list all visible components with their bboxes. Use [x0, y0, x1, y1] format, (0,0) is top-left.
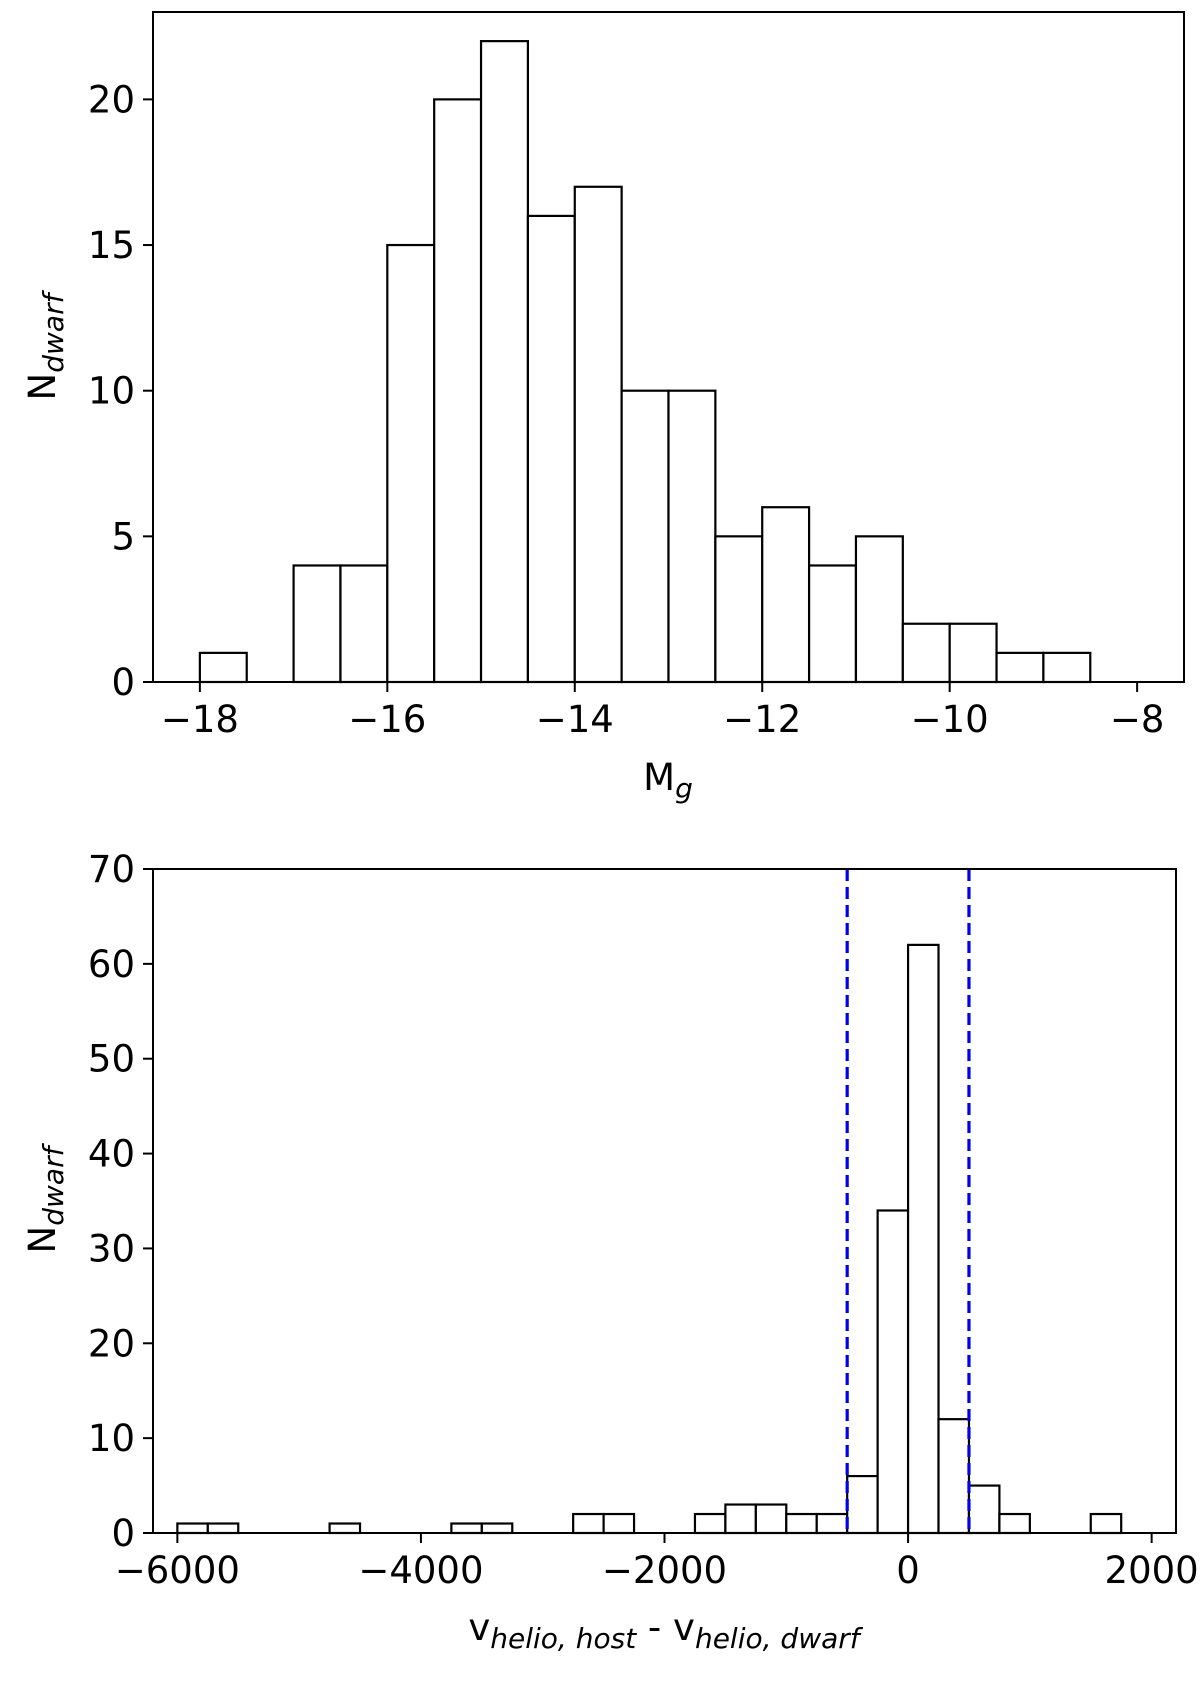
velocity-x-tick-label: 0 [896, 1549, 920, 1592]
magnitude-x-tick-label: −12 [723, 698, 801, 741]
magnitude-y-ticks: 0 5 10 15 20 [88, 78, 153, 704]
magnitude-histogram: −18 −16 −14 −12 −10 −8 0 5 10 15 20 Mg Ndwarf [21, 11, 1185, 805]
velocity-histogram-bars [176, 943, 1123, 1535]
velocity-bar [693, 1512, 727, 1535]
magnitude-x-tick-label: −18 [161, 698, 239, 741]
velocity-bar [480, 1522, 514, 1535]
magnitude-y-tick-label: 15 [88, 224, 135, 267]
velocity-bar [967, 1484, 1001, 1535]
magnitude-x-ticks: −18 −16 −14 −12 −10 −8 [161, 682, 1165, 741]
velocity-x-axis-label: vhelio, host - vhelio, dwarf [468, 1606, 863, 1655]
velocity-y-tick-label: 60 [88, 943, 135, 986]
magnitude-bar [386, 243, 436, 684]
velocity-bar [602, 1512, 636, 1535]
velocity-bar [176, 1522, 209, 1535]
velocity-x-tick-label: −2000 [602, 1549, 727, 1592]
magnitude-bar [526, 214, 576, 684]
velocity-x-tick-label: −6000 [115, 1549, 240, 1592]
magnitude-x-tick-label: −16 [348, 698, 426, 741]
magnitude-bar [433, 98, 483, 684]
velocity-bar [876, 1209, 910, 1535]
magnitude-bar [714, 535, 764, 684]
magnitude-bar [761, 506, 811, 684]
velocity-x-tick-label: −4000 [358, 1549, 483, 1592]
velocity-y-tick-label: 0 [111, 1512, 135, 1555]
magnitude-x-tick-label: −10 [911, 698, 989, 741]
magnitude-x-tick-label: −8 [1110, 698, 1165, 741]
velocity-bar [206, 1522, 240, 1535]
magnitude-bar [573, 185, 623, 684]
velocity-bar [998, 1512, 1031, 1535]
velocity-x-tick-label: 2000 [1105, 1549, 1199, 1592]
magnitude-bar [479, 40, 530, 684]
velocity-y-tick-label: 20 [88, 1322, 135, 1365]
magnitude-x-tick-label: −14 [536, 698, 614, 741]
velocity-plot-frame [152, 868, 1177, 1534]
magnitude-histogram-bars [198, 40, 1092, 684]
magnitude-bar [948, 622, 998, 684]
velocity-bar [785, 1512, 818, 1535]
velocity-bar [572, 1512, 605, 1535]
velocity-bar [815, 1512, 849, 1535]
magnitude-bar [620, 389, 670, 684]
magnitude-x-axis-label: Mg [643, 756, 693, 805]
velocity-bar [1089, 1512, 1123, 1535]
magnitude-y-tick-label: 10 [88, 370, 135, 413]
magnitude-bar [667, 389, 717, 684]
velocity-y-axis-label: Ndwarf [21, 1142, 70, 1253]
magnitude-y-axis-label: Ndwarf [21, 289, 70, 400]
velocity-y-tick-label: 10 [88, 1417, 135, 1460]
magnitude-bar [1042, 651, 1092, 684]
velocity-bar [906, 943, 940, 1535]
velocity-y-tick-label: 50 [88, 1038, 135, 1081]
magnitude-bar [198, 651, 248, 684]
velocity-bar [724, 1503, 757, 1535]
magnitude-bar [807, 564, 858, 684]
magnitude-y-tick-label: 5 [111, 515, 135, 558]
velocity-x-ticks: −6000 −4000 −2000 0 2000 [115, 1533, 1199, 1592]
magnitude-bar [995, 651, 1045, 684]
velocity-y-tick-label: 30 [88, 1227, 135, 1270]
magnitude-y-tick-label: 0 [111, 661, 135, 704]
magnitude-bar [854, 535, 904, 684]
velocity-bar [846, 1474, 879, 1535]
magnitude-y-tick-label: 20 [88, 78, 135, 121]
velocity-y-tick-label: 70 [88, 848, 135, 891]
magnitude-bar [901, 622, 951, 684]
velocity-limit-lines [845, 869, 971, 1533]
velocity-y-tick-label: 40 [88, 1133, 135, 1176]
magnitude-bar [292, 564, 342, 684]
velocity-bar [450, 1522, 483, 1535]
velocity-bar [754, 1503, 788, 1535]
velocity-y-ticks: 0 10 20 30 40 50 60 70 [88, 848, 153, 1555]
velocity-histogram: −6000 −4000 −2000 0 2000 0 10 20 30 40 50 60 70 vhe… [21, 848, 1199, 1655]
magnitude-plot-frame [152, 11, 1185, 683]
magnitude-bar [339, 564, 389, 684]
velocity-bar [328, 1522, 362, 1535]
velocity-bar [937, 1418, 971, 1535]
